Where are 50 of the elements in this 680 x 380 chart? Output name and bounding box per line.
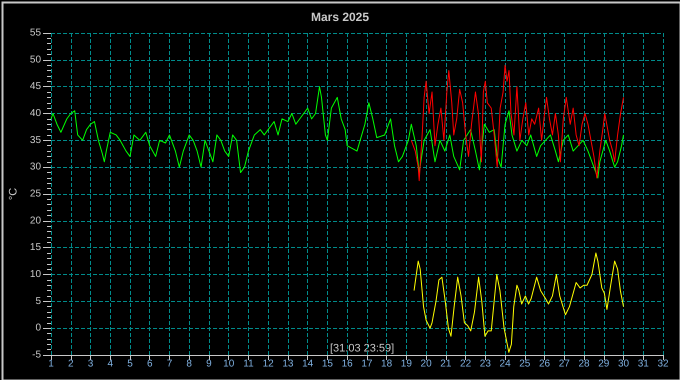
x-tick-label: 4 (107, 358, 114, 370)
y-tick-label: 0 (35, 322, 42, 334)
y-tick-label: -5 (32, 350, 42, 360)
x-tick-label: 23 (480, 358, 492, 370)
x-tick-label: 14 (302, 358, 314, 370)
x-tick-label: 21 (440, 358, 452, 370)
y-tick-label: 10 (30, 269, 42, 280)
y-tick-label: 15 (30, 242, 42, 254)
y-tick-label: 35 (30, 134, 42, 146)
x-tick-label: 5 (127, 358, 134, 370)
x-tick-label: 3 (88, 358, 94, 370)
x-tick-label: 10 (223, 358, 235, 370)
y-tick-label: 20 (30, 215, 42, 226)
y-axis-title: °C (8, 188, 20, 200)
y-tick-label: 55 (30, 28, 42, 38)
y-tick-label: 40 (30, 108, 42, 119)
x-tick-label: 6 (146, 358, 153, 370)
x-tick-label: 19 (400, 358, 412, 370)
line-series (414, 252, 624, 353)
y-tick-label: 30 (30, 162, 42, 173)
x-tick-label: 12 (262, 358, 274, 370)
x-tick-label: 27 (558, 358, 570, 370)
x-tick-label: 17 (361, 358, 373, 370)
x-tick-label: 18 (381, 358, 393, 370)
x-tick-label: 25 (519, 358, 531, 370)
x-tick-label: 29 (598, 358, 610, 370)
x-tick-label: 26 (538, 358, 551, 370)
x-tick-label: 30 (618, 358, 630, 370)
y-tick-label: 45 (30, 81, 42, 92)
y-tick-label: 50 (30, 54, 42, 66)
x-tick-label: 1 (48, 358, 54, 370)
x-tick-label: 24 (500, 358, 512, 370)
x-tick-label: 2 (68, 358, 74, 370)
chart-title: Mars 2025 (310, 10, 370, 24)
x-tick-label: 13 (282, 358, 294, 370)
x-tick-label: 16 (342, 358, 354, 370)
x-tick-label: 20 (420, 358, 432, 370)
y-tick-label: 25 (30, 188, 42, 200)
line-series (50, 86, 624, 178)
x-tick-label: 22 (460, 358, 472, 370)
y-tick-label: 5 (35, 296, 42, 307)
x-tick-label: 7 (166, 358, 173, 370)
x-tick-label: 11 (243, 358, 254, 370)
line-series (410, 64, 624, 182)
x-tick-label: 15 (322, 358, 334, 370)
x-tick-label: 32 (657, 358, 669, 370)
x-tick-label: 28 (578, 358, 590, 370)
x-tick-label: 31 (638, 358, 650, 370)
x-tick-label: 9 (206, 358, 212, 370)
x-tick-label: 8 (186, 358, 192, 370)
